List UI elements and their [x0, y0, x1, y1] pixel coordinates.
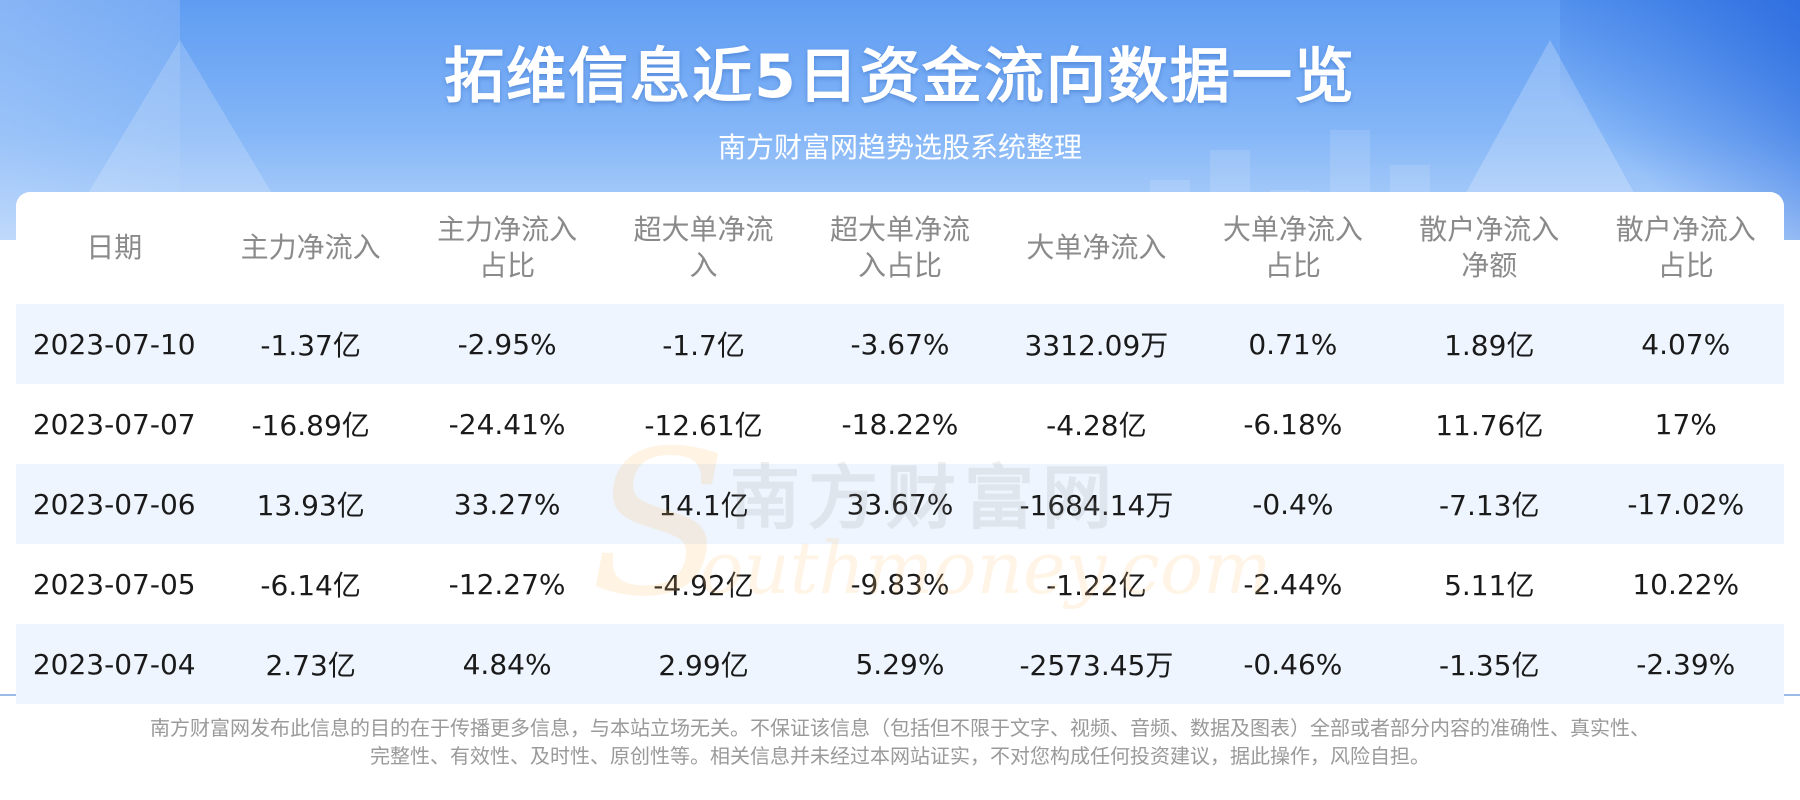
disclaimer-line-2: 完整性、有效性、及时性、原创性等。相关信息并未经过本网站证实，不对您构成任何投资…	[370, 744, 1430, 768]
disclaimer-line-1: 南方财富网发布此信息的目的在于传播更多信息，与本站立场无关。不保证该信息（包括但…	[150, 716, 1650, 740]
cell-retail-net-inflow-ratio: 10.22%	[1632, 567, 1740, 601]
header-main-net-inflow: 主力净流入	[240, 231, 381, 264]
cell-main-net-inflow: 2.73亿	[212, 624, 409, 704]
header-super-large-net-inflow-ratio: 超大单净流 入占比	[829, 213, 970, 282]
cell-date: 2023-07-10	[16, 304, 213, 384]
cell-large-net-inflow: -1684.14万	[998, 464, 1195, 544]
cell-retail-net-inflow-amount: 11.76亿	[1435, 409, 1544, 442]
header-main-net-inflow-ratio: 主力净流入 占比	[437, 213, 578, 282]
cell-large-net-inflow-ratio: 0.71%	[1194, 304, 1392, 384]
cell-super-large-net-inflow-ratio: -18.22%	[841, 407, 959, 441]
cell-super-large-net-inflow-ratio: -3.67%	[801, 304, 999, 384]
cell-main-net-inflow: -1.37亿	[212, 304, 409, 384]
header-retail-net-inflow-amount: 散户净流入 净额	[1419, 213, 1560, 282]
cell-retail-net-inflow-ratio: -17.02%	[1587, 464, 1784, 544]
header-date: 日期	[86, 231, 143, 264]
table-row: 2023-07-07 -16.89亿 -24.41% -12.61亿 -18.2…	[16, 384, 1784, 464]
cell-main-net-inflow-ratio: -12.27%	[448, 567, 566, 601]
table-row: 2023-07-04 2.73亿 4.84% 2.99亿 5.29% -2573…	[16, 624, 1784, 704]
page-subtitle: 南方财富网趋势选股系统整理	[717, 131, 1082, 164]
cell-main-net-inflow-ratio: -24.41%	[448, 407, 566, 441]
cell-retail-net-inflow-ratio: 17%	[1654, 407, 1717, 441]
cell-retail-net-inflow-amount: -7.13亿	[1391, 464, 1588, 544]
cell-retail-net-inflow-amount: 5.11亿	[1444, 569, 1535, 602]
cell-large-net-inflow-ratio: -0.46%	[1194, 624, 1392, 704]
cell-retail-net-inflow-amount: 1.89亿	[1391, 304, 1588, 384]
cell-retail-net-inflow-ratio: 4.07%	[1587, 304, 1784, 384]
fund-flow-table: 日期 主力净流入 主力净流入 占比 超大单净流入 超大单净流 入占比 大单净流入 大…	[16, 192, 1784, 704]
cell-date: 2023-07-07	[32, 407, 196, 441]
header-super-large-net-inflow: 超大单净流入	[633, 213, 774, 282]
disclaimer: 南方财富网发布此信息的目的在于传播更多信息，与本站立场无关。不保证该信息（包括但…	[60, 714, 1740, 770]
data-card: 日期 主力净流入 主力净流入 占比 超大单净流入 超大单净流 入占比 大单净流入 大…	[16, 192, 1784, 704]
cell-super-large-net-inflow-ratio: 33.67%	[801, 464, 999, 544]
cell-super-large-net-inflow: -12.61亿	[644, 409, 763, 442]
cell-large-net-inflow-ratio: -0.4%	[1194, 464, 1392, 544]
cell-retail-net-inflow-amount: -1.35亿	[1391, 624, 1588, 704]
cell-date: 2023-07-06	[16, 464, 213, 544]
cell-main-net-inflow-ratio: 33.27%	[408, 464, 606, 544]
cell-super-large-net-inflow-ratio: -9.83%	[850, 567, 950, 601]
cell-super-large-net-inflow: -1.7亿	[605, 304, 802, 384]
cell-large-net-inflow: -4.28亿	[1046, 409, 1147, 442]
table-row: 2023-07-10 -1.37亿 -2.95% -1.7亿 -3.67% 33…	[16, 304, 1784, 384]
cell-main-net-inflow-ratio: -2.95%	[408, 304, 606, 384]
header-retail-net-inflow-ratio: 散户净流入 占比	[1615, 213, 1756, 282]
table-row: 2023-07-06 13.93亿 33.27% 14.1亿 33.67% -1…	[16, 464, 1784, 544]
header-large-net-inflow-ratio: 大单净流入 占比	[1222, 213, 1363, 282]
table-row: 2023-07-05 -6.14亿 -12.27% -4.92亿 -9.83% …	[16, 544, 1784, 624]
cell-retail-net-inflow-ratio: -2.39%	[1587, 624, 1784, 704]
cell-date: 2023-07-05	[32, 567, 196, 601]
cell-main-net-inflow: -6.14亿	[260, 569, 361, 602]
cell-large-net-inflow: -2573.45万	[998, 624, 1195, 704]
cell-main-net-inflow: 13.93亿	[212, 464, 409, 544]
cell-super-large-net-inflow: -4.92亿	[653, 569, 754, 602]
table-header-row: 日期 主力净流入 主力净流入 占比 超大单净流入 超大单净流 入占比 大单净流入 大…	[16, 192, 1784, 304]
cell-super-large-net-inflow-ratio: 5.29%	[801, 624, 999, 704]
cell-large-net-inflow-ratio: -6.18%	[1243, 407, 1343, 441]
header-large-net-inflow: 大单净流入	[1026, 231, 1167, 264]
cell-super-large-net-inflow: 2.99亿	[605, 624, 802, 704]
cell-date: 2023-07-04	[16, 624, 213, 704]
cell-main-net-inflow-ratio: 4.84%	[408, 624, 606, 704]
cell-large-net-inflow-ratio: -2.44%	[1243, 567, 1343, 601]
cell-large-net-inflow: 3312.09万	[998, 304, 1195, 384]
page-title: 拓维信息近5日资金流向数据一览	[444, 42, 1356, 112]
cell-super-large-net-inflow: 14.1亿	[605, 464, 802, 544]
cell-large-net-inflow: -1.22亿	[1046, 569, 1147, 602]
cell-main-net-inflow: -16.89亿	[251, 409, 370, 442]
